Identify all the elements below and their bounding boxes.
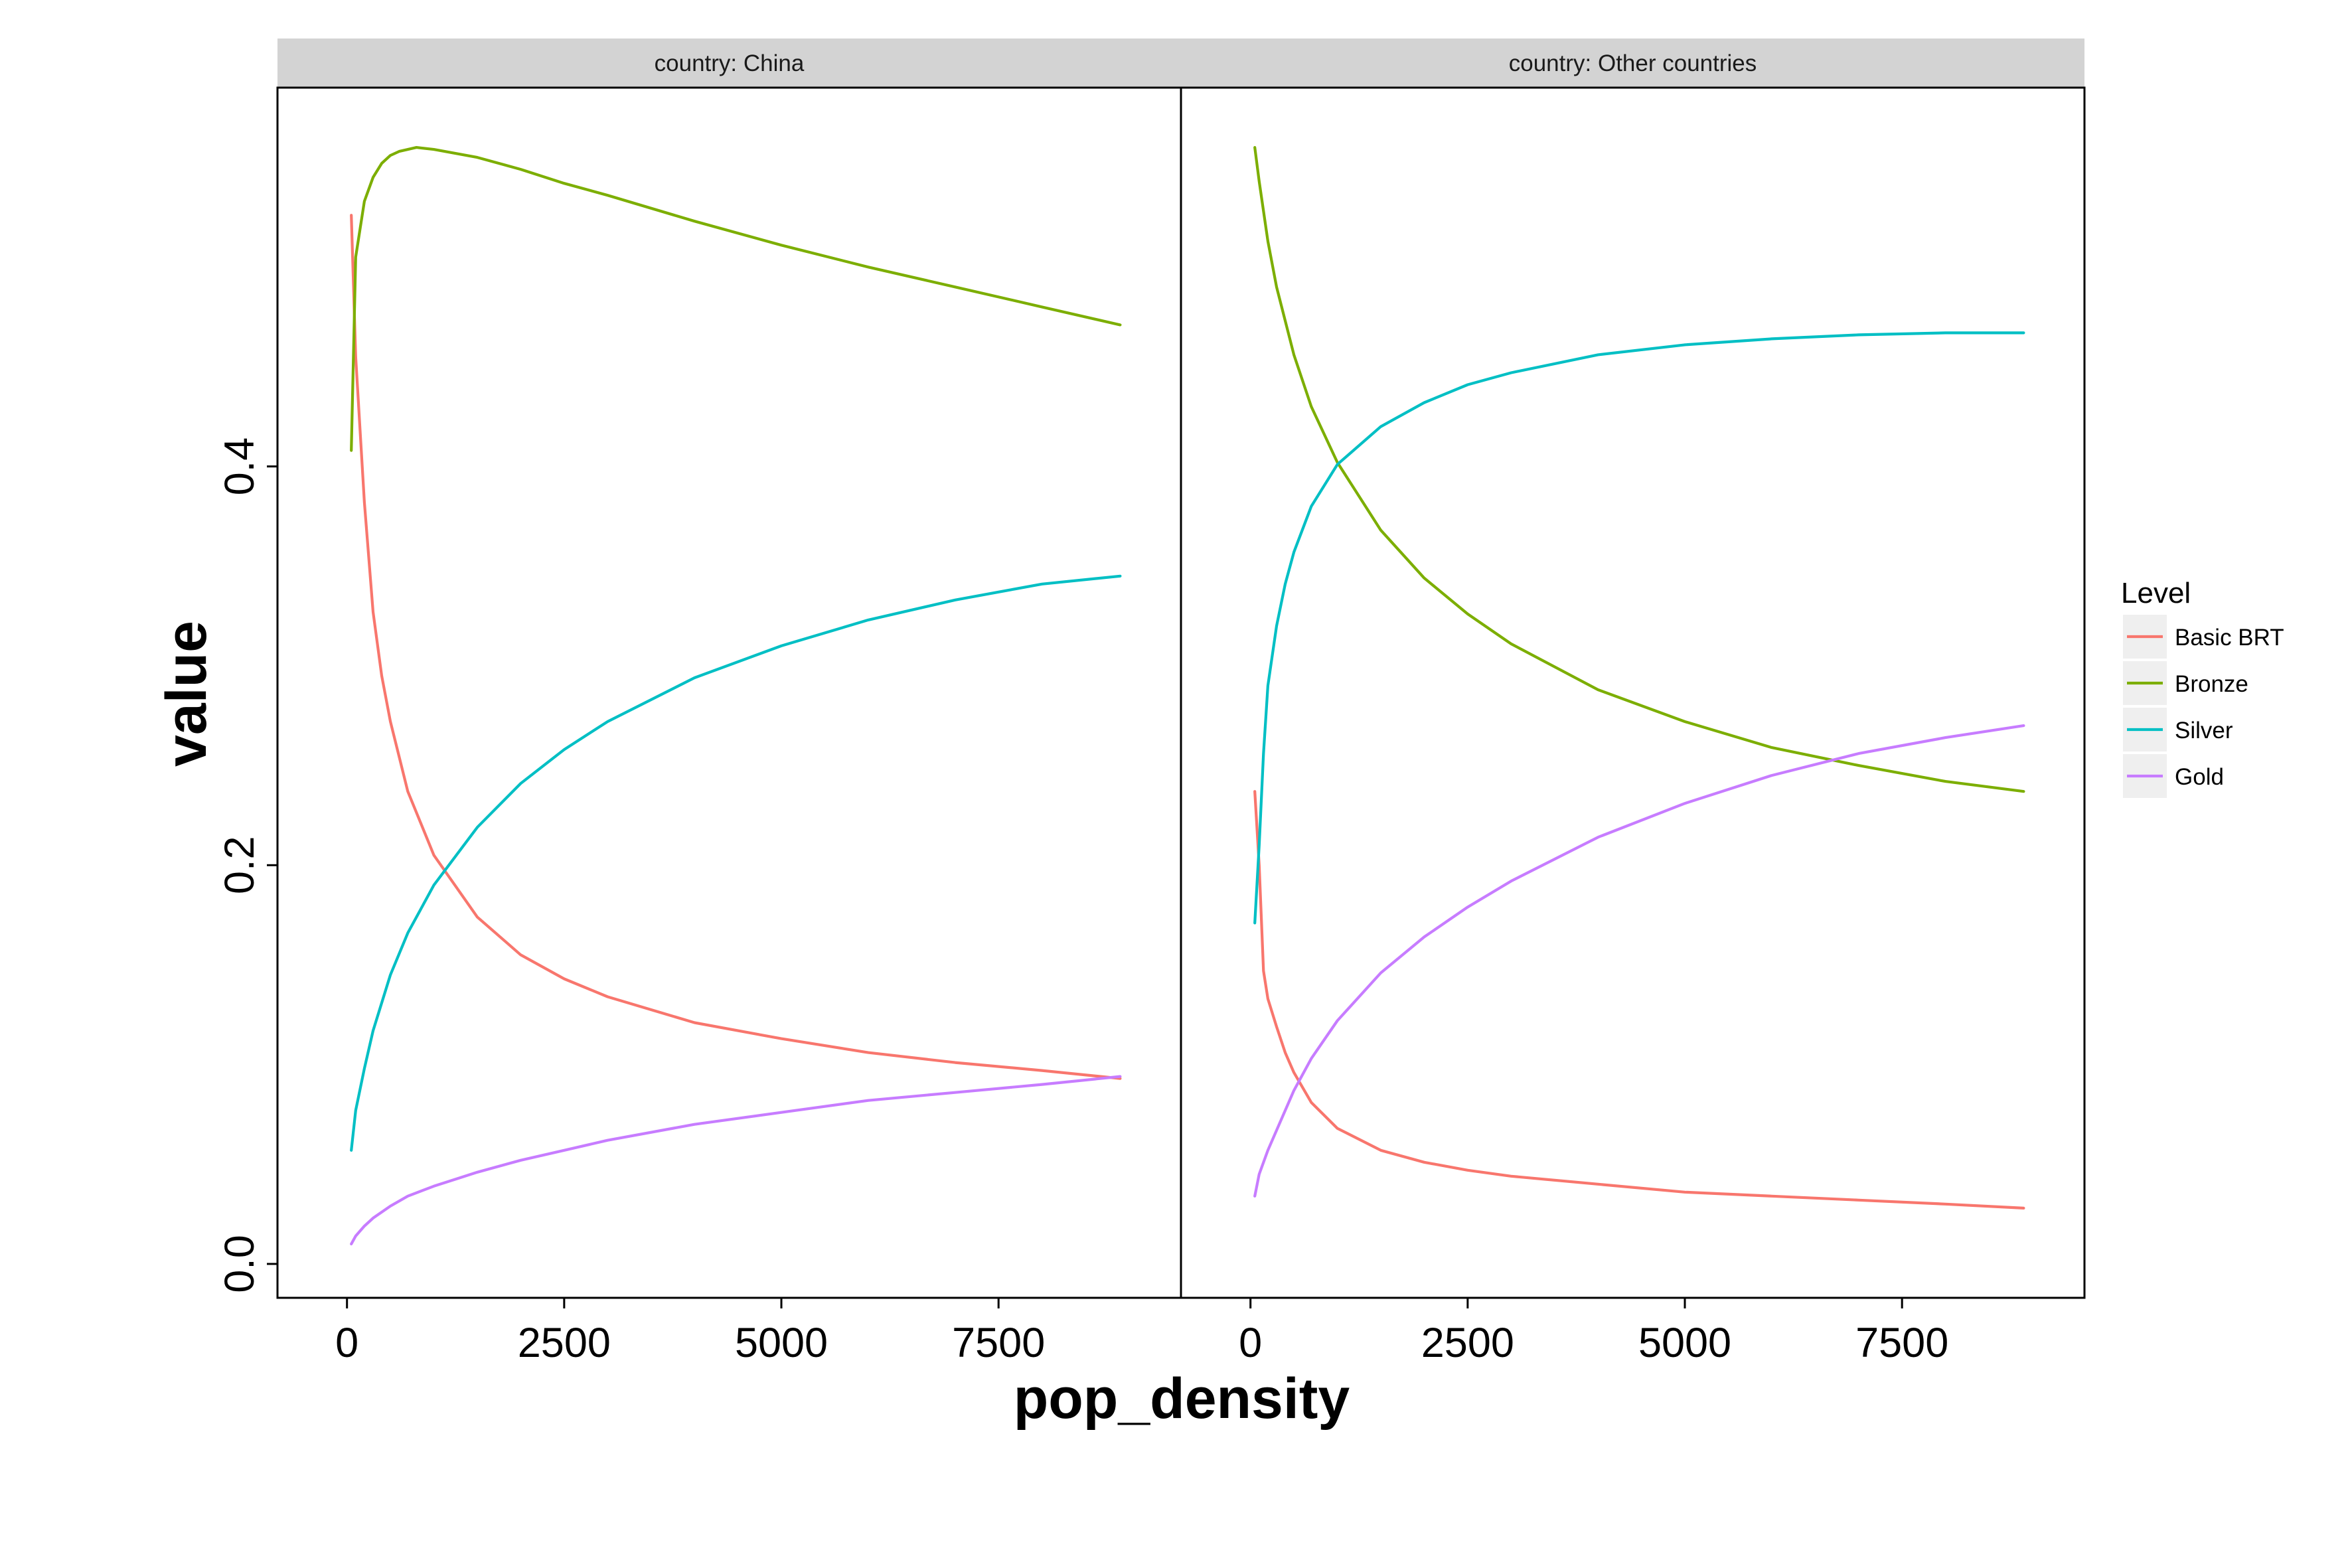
facet-strip	[1181, 39, 2084, 88]
y-axis-title: value	[155, 621, 218, 767]
series-line-bronze	[1253, 146, 2025, 793]
panel-background	[277, 88, 1181, 1298]
panel-background	[1181, 88, 2084, 1298]
x-tick-label: 5000	[735, 1320, 828, 1366]
facet-strip-label: country: China	[655, 50, 805, 76]
panel-border	[1180, 86, 2086, 1299]
legend-label: Gold	[2175, 764, 2224, 790]
x-tick-label: 2500	[1421, 1320, 1514, 1366]
x-tick-label: 7500	[1855, 1320, 1948, 1366]
y-tick-label: 0.4	[216, 437, 263, 496]
series-line-basic-brt	[350, 214, 1122, 1080]
series-lines	[350, 146, 1122, 1246]
legend-label: Basic BRT	[2175, 625, 2284, 651]
x-tick-label: 7500	[952, 1320, 1045, 1366]
legend-item-bronze: Bronze	[2123, 661, 2248, 705]
legend-title: Level	[2121, 577, 2191, 609]
x-tick-label: 2500	[518, 1320, 611, 1366]
y-tick-label: 0.0	[216, 1235, 263, 1293]
legend-label: Silver	[2175, 718, 2233, 744]
facet-strip	[277, 39, 1181, 88]
series-line-silver	[1253, 331, 2025, 925]
x-tick-label: 0	[335, 1320, 358, 1366]
x-tick-label: 5000	[1638, 1320, 1731, 1366]
series-line-silver	[350, 574, 1122, 1152]
legend-item-basic-brt: Basic BRT	[2123, 615, 2284, 659]
series-line-gold	[1253, 724, 2025, 1198]
panel-country-other-countries: country: Other countries	[1180, 39, 2086, 1299]
x-axis-title: pop_density	[1014, 1367, 1350, 1431]
legend-items: Basic BRT Bronze Silver Gold	[2123, 615, 2284, 798]
legend-item-silver: Silver	[2123, 708, 2233, 751]
axes-layer: 0 2500 5000 7500 0 2500 5000 7500 0.0 0.2 0.4	[216, 437, 1948, 1366]
series-lines	[1253, 146, 2025, 1210]
series-line-gold	[350, 1075, 1122, 1246]
legend-item-gold: Gold	[2123, 754, 2224, 798]
panel-country-china: country: China	[276, 39, 1182, 1299]
series-line-basic-brt	[1253, 790, 2025, 1210]
legend: Level Basic BRT Bronze Silver Gold	[2121, 577, 2284, 798]
x-tick-label: 0	[1239, 1320, 1262, 1366]
series-line-bronze	[350, 146, 1122, 452]
panels-layer: country: China country: Other countries	[276, 39, 2086, 1299]
y-tick-label: 0.2	[216, 836, 263, 894]
facet-strip-label: country: Other countries	[1509, 50, 1757, 76]
legend-label: Bronze	[2175, 671, 2248, 697]
